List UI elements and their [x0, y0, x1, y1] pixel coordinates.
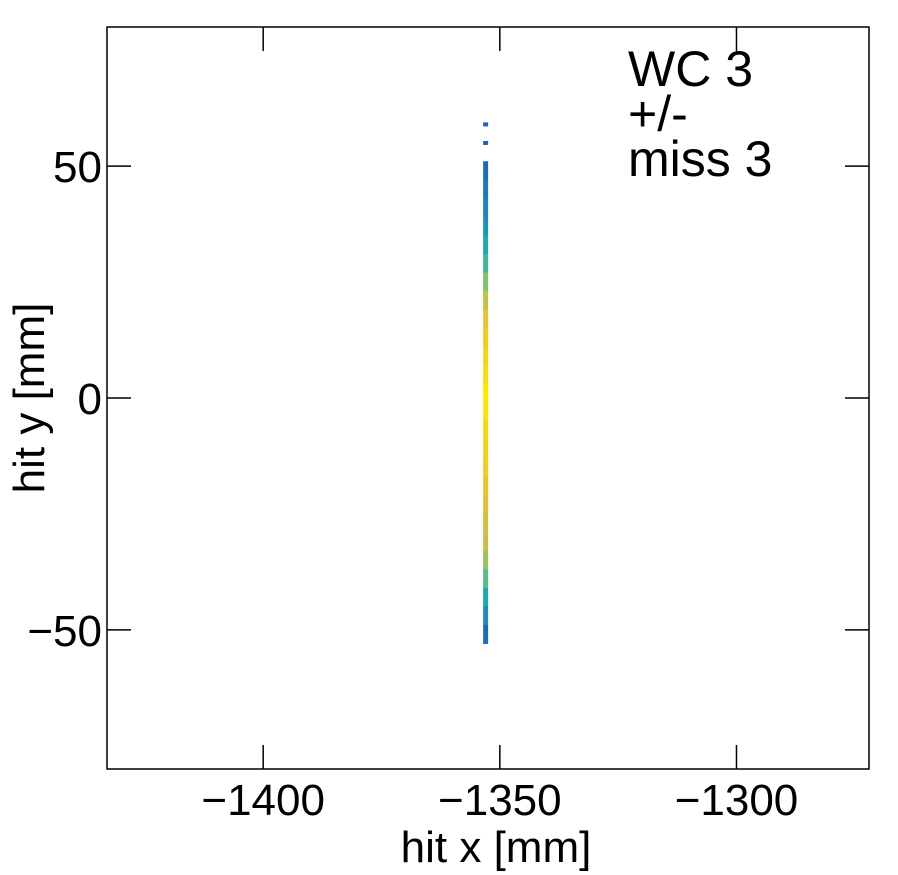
- x-tick-label-1: −1350: [438, 776, 562, 825]
- heatmap-bin-0: [483, 122, 489, 127]
- heatmap-bin-4: [483, 198, 489, 218]
- annotation-block: WC 3 +/- miss 3: [628, 41, 772, 187]
- heatmap-bin-15: [483, 402, 489, 422]
- heatmap-bins: [483, 122, 489, 645]
- heatmap-bin-16: [483, 420, 489, 440]
- heatmap-bin-25: [483, 587, 489, 607]
- x-axis-ticks: −1400 −1350 −1300: [201, 27, 798, 825]
- heatmap-bin-22: [483, 532, 489, 552]
- heatmap-bin-11: [483, 328, 489, 348]
- heatmap-bin-12: [483, 346, 489, 366]
- heatmap-bin-5: [483, 216, 489, 236]
- heatmap-bin-23: [483, 550, 489, 570]
- heatmap-bin-3: [483, 179, 489, 199]
- heatmap-bin-8: [483, 272, 489, 292]
- y-tick-label-1: 0: [78, 375, 102, 424]
- heatmap-bin-10: [483, 309, 489, 329]
- heatmap-bin-13: [483, 365, 489, 385]
- y-tick-label-0: −50: [27, 607, 102, 656]
- heatmap-bin-24: [483, 569, 489, 589]
- annotation-line-2: +/-: [628, 86, 688, 142]
- y-axis-title: hit y [mm]: [5, 303, 54, 494]
- x-tick-label-2: −1300: [675, 776, 799, 825]
- y-tick-label-2: 50: [53, 143, 102, 192]
- y-axis-ticks: −50 0 50: [27, 143, 869, 656]
- heatmap-bin-20: [483, 495, 489, 515]
- x-axis-title: hit x [mm]: [401, 823, 592, 872]
- heatmap-bin-18: [483, 458, 489, 478]
- heatmap-bin-9: [483, 291, 489, 311]
- heatmap-bin-26: [483, 606, 489, 626]
- heatmap-bin-19: [483, 476, 489, 496]
- heatmap-bin-7: [483, 253, 489, 274]
- heatmap-bin-2: [483, 161, 489, 181]
- heatmap-bin-6: [483, 235, 489, 255]
- heatmap-bin-27: [483, 624, 489, 645]
- heatmap-bin-21: [483, 513, 489, 533]
- annotation-line-1: WC 3: [628, 41, 753, 97]
- annotation-line-3: miss 3: [628, 131, 772, 187]
- heatmap-bin-1: [483, 140, 489, 145]
- x-tick-label-0: −1400: [201, 776, 325, 825]
- heatmap-bin-17: [483, 439, 489, 459]
- heatmap-bin-14: [483, 383, 489, 403]
